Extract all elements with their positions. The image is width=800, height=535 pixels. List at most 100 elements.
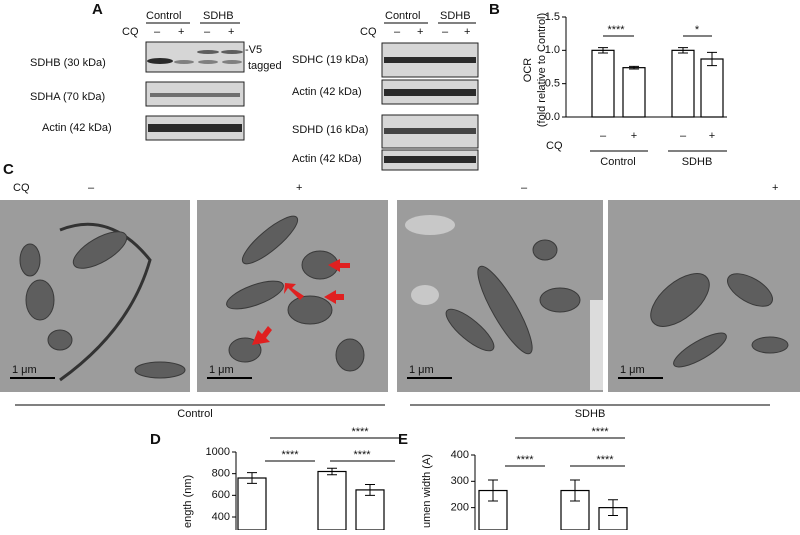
band	[384, 57, 476, 63]
y-tick-label: 400	[451, 449, 469, 461]
y-tick-label: 600	[212, 489, 230, 501]
y-tick-label: 1.0	[545, 44, 560, 56]
group-label: Control	[146, 10, 181, 22]
band	[222, 60, 242, 64]
scale-bar-label: 1 μm	[409, 364, 434, 376]
y-tick-label: 200	[451, 502, 469, 514]
condition: +	[228, 26, 234, 38]
y-tick-label: 300	[451, 475, 469, 487]
band	[147, 58, 173, 64]
significance-label: ****	[591, 426, 609, 438]
condition: –	[88, 182, 95, 194]
error-bar	[608, 499, 618, 517]
y-tick-label: 1000	[206, 446, 230, 458]
significance-label: ****	[353, 449, 371, 461]
panel-letter: C	[3, 161, 14, 178]
significance-label: ****	[351, 426, 369, 438]
error-bar	[488, 479, 498, 502]
panel-letter: D	[150, 431, 161, 448]
group-label: SDHB	[203, 10, 234, 22]
y-axis-label: OCR	[522, 58, 534, 83]
condition: –	[394, 26, 401, 38]
row-label: SDHC (19 kDa)	[292, 54, 368, 66]
band	[384, 156, 476, 163]
group-label: Control	[385, 10, 420, 22]
bar	[237, 477, 267, 531]
error-bar	[247, 472, 257, 484]
error-bar	[629, 65, 639, 70]
row-label: Actin (42 kDa)	[292, 86, 362, 98]
group-label: SDHB	[682, 156, 713, 168]
y-tick-label: 0.5	[545, 78, 560, 90]
row-label: SDHD (16 kDa)	[292, 124, 368, 136]
x-axis-label: CQ	[546, 140, 563, 152]
bar	[317, 470, 347, 531]
condition: –	[521, 182, 528, 194]
error-bar	[598, 47, 608, 54]
condition: +	[464, 26, 470, 38]
error-bar	[327, 467, 337, 476]
condition: –	[204, 26, 211, 38]
condition: +	[417, 26, 423, 38]
cq-label: CQ	[13, 182, 30, 194]
scale-bar-label: 1 μm	[12, 364, 37, 376]
error-bar	[570, 479, 580, 502]
y-tick-label: 1.5	[545, 11, 560, 23]
x-tick-label: +	[631, 130, 637, 142]
band	[150, 93, 240, 97]
x-tick-label: –	[600, 130, 607, 142]
band	[384, 89, 476, 96]
bar	[700, 58, 724, 118]
x-tick-label: –	[680, 130, 687, 142]
blot	[145, 41, 245, 73]
y-tick-label: 400	[212, 511, 230, 523]
condition: +	[296, 182, 302, 194]
row-label: SDHA (70 kDa)	[30, 91, 105, 103]
cq-label: CQ	[360, 26, 377, 38]
bar	[622, 67, 646, 118]
panel-letter: E	[398, 431, 408, 448]
group-label: Control	[600, 156, 635, 168]
condition: –	[442, 26, 449, 38]
group-label: Control	[177, 408, 212, 420]
micrograph: 1 μm	[197, 200, 388, 392]
y-axis-label: ength (nm)	[182, 475, 194, 528]
band	[198, 60, 218, 64]
condition: +	[178, 26, 184, 38]
significance-label: ****	[516, 454, 534, 466]
cq-label: CQ	[122, 26, 139, 38]
group-label: SDHB	[575, 408, 606, 420]
x-tick-label: +	[709, 130, 715, 142]
band	[384, 128, 476, 134]
panel-letter: B	[489, 1, 500, 18]
y-tick-label: 800	[212, 468, 230, 480]
bar	[671, 49, 695, 118]
significance-label: ****	[607, 24, 625, 36]
y-tick-label: 0.0	[545, 111, 560, 123]
row-label: SDHB (30 kDa)	[30, 57, 106, 69]
error-bar	[365, 484, 375, 496]
y-axis-label: (fold relative to Control)	[536, 13, 548, 127]
micrograph: 1 μm	[397, 200, 603, 392]
band	[221, 50, 243, 54]
band	[174, 60, 194, 64]
row-label: Actin (42 kDa)	[42, 122, 112, 134]
band	[197, 50, 219, 54]
micrograph: 1 μm	[0, 200, 190, 392]
condition: +	[772, 182, 778, 194]
significance-label: *	[695, 24, 700, 36]
tag-label: -V5	[245, 44, 262, 56]
bar	[355, 489, 385, 531]
panel-letter: A	[92, 1, 103, 18]
significance-label: ****	[596, 454, 614, 466]
band	[148, 124, 242, 132]
micrograph: 1 μm	[608, 200, 800, 392]
scale-bar-label: 1 μm	[620, 364, 645, 376]
error-bar	[707, 51, 717, 67]
condition: –	[154, 26, 161, 38]
y-axis-label: umen width (A)	[421, 454, 433, 528]
error-bar	[678, 47, 688, 54]
row-label: Actin (42 kDa)	[292, 153, 362, 165]
